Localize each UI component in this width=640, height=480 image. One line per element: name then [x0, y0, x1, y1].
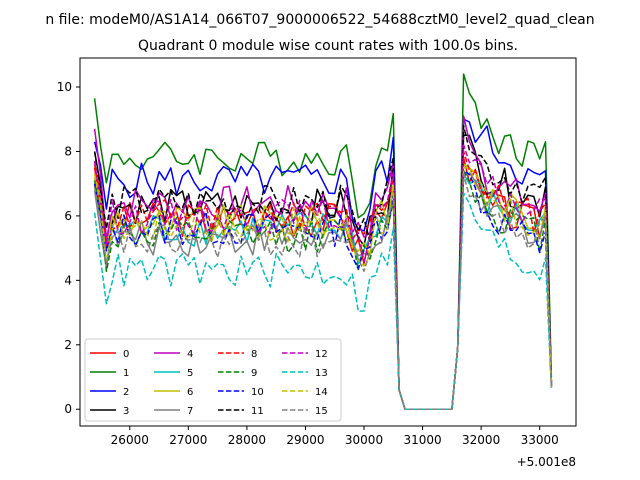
y-tick-label-0: 0: [64, 402, 72, 416]
series-line-9: [93, 170, 553, 410]
x-tick-label-33000: 33000: [521, 433, 559, 447]
legend-label-12: 12: [315, 349, 328, 360]
series-line-12: [93, 144, 553, 410]
y-tick-label-2: 2: [64, 338, 72, 352]
series-line-13: [93, 192, 553, 410]
x-tick-label-29000: 29000: [286, 433, 324, 447]
figure-suptitle: n file: modeM0/AS1A14_066T07_9000006522_…: [45, 12, 594, 28]
legend-label-6: 6: [187, 387, 193, 398]
y-tick-label-8: 8: [64, 144, 72, 158]
series-line-7: [93, 172, 553, 410]
legend-label-11: 11: [251, 406, 264, 417]
series-line-11: [93, 124, 553, 410]
series-line-14: [93, 166, 553, 410]
series-line-2: [93, 118, 553, 410]
chart-title: Quadrant 0 module wise count rates with …: [138, 38, 518, 54]
series-line-6: [93, 163, 553, 410]
legend-label-13: 13: [315, 368, 328, 379]
legend-label-1: 1: [123, 368, 129, 379]
x-tick-label-31000: 31000: [403, 433, 441, 447]
series-line-15: [93, 173, 553, 410]
y-tick-label-4: 4: [64, 273, 72, 287]
x-tick-label-27000: 27000: [169, 433, 207, 447]
ticks-layer: 26000 27000 28000 29000 30000 31000 32000 33000…: [57, 80, 559, 447]
x-tick-label-28000: 28000: [228, 433, 266, 447]
y-tick-label-10: 10: [57, 80, 72, 94]
series-layer: [93, 73, 553, 410]
legend-box: [84, 338, 342, 422]
legend-label-0: 0: [123, 349, 129, 360]
x-axis-offset-label: +5.001e8: [517, 455, 576, 469]
x-tick-label-26000: 26000: [111, 433, 149, 447]
legend-label-2: 2: [123, 387, 129, 398]
legend-label-3: 3: [123, 406, 129, 417]
x-tick-label-30000: 30000: [345, 433, 383, 447]
legend-label-15: 15: [315, 406, 328, 417]
legend-label-7: 7: [187, 406, 193, 417]
legend-label-10: 10: [251, 387, 264, 398]
series-line-1: [93, 73, 553, 410]
series-line-8: [93, 150, 553, 410]
x-tick-label-32000: 32000: [462, 433, 500, 447]
series-line-10: [93, 170, 553, 410]
legend-label-5: 5: [187, 368, 193, 379]
legend-label-9: 9: [251, 368, 257, 379]
legend-label-8: 8: [251, 349, 257, 360]
legend-label-4: 4: [187, 349, 193, 360]
legend-label-14: 14: [315, 387, 328, 398]
axes-frame: [79, 57, 577, 427]
y-tick-label-6: 6: [64, 209, 72, 223]
